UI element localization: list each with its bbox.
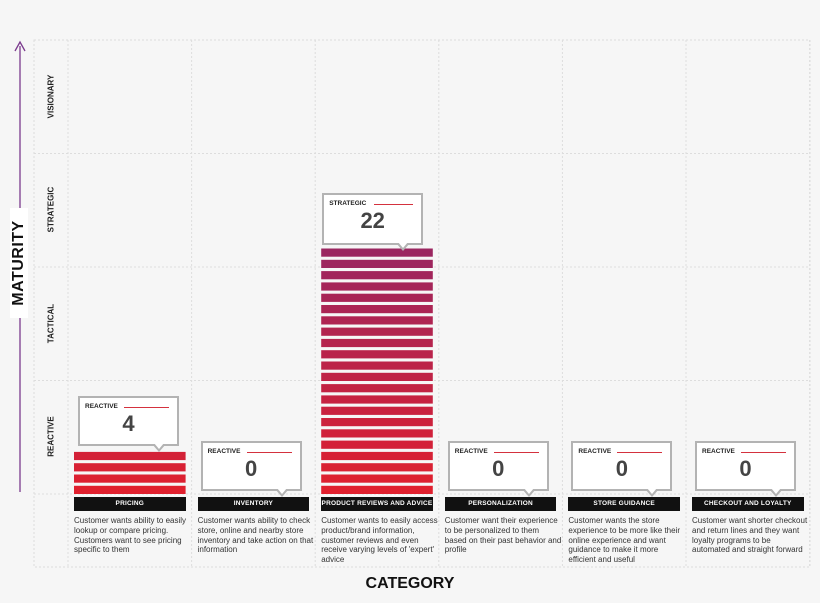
category-description: Customer wants to easily access product/… xyxy=(321,516,438,565)
callout-rule xyxy=(741,452,786,454)
bar-stripe xyxy=(74,451,186,461)
callout-rule xyxy=(374,203,414,205)
category-description: Customer want shorter checkout and retur… xyxy=(692,516,808,555)
bar-stripe xyxy=(321,418,433,427)
callout-rule xyxy=(246,452,292,454)
bar-stripe xyxy=(321,338,433,348)
bar-stripe xyxy=(321,429,433,438)
callout-value: 0 xyxy=(492,456,505,482)
bar-stripe xyxy=(74,474,186,483)
value-callout: REACTIVE 4 xyxy=(78,395,179,452)
category-description: Customer wants ability to check store, o… xyxy=(197,516,314,555)
value-callout: STRATEGIC 22 xyxy=(322,192,424,251)
callout-value: 22 xyxy=(360,207,385,233)
bar-stripe xyxy=(321,384,433,393)
callout-pointer-inner xyxy=(276,488,287,495)
y-level-label: TACTICAL xyxy=(46,303,56,343)
y-level-label: REACTIVE xyxy=(46,416,56,457)
y-level-label: STRATEGIC xyxy=(46,186,56,233)
bar-stripe xyxy=(74,463,186,472)
callout-level: REACTIVE xyxy=(702,448,735,456)
bar-stripe xyxy=(321,485,433,494)
callout-level: STRATEGIC xyxy=(329,199,367,207)
category-label: INVENTORY xyxy=(197,497,310,511)
y-axis-title: MATURITY xyxy=(10,208,28,318)
callout-level: REACTIVE xyxy=(454,448,488,456)
callout-rule xyxy=(617,452,663,454)
bar-stripe xyxy=(321,350,433,359)
callout-pointer-inner xyxy=(154,442,164,449)
y-level-label: VISIONARY xyxy=(46,74,56,119)
bar-stripe xyxy=(321,406,433,415)
callout-level: REACTIVE xyxy=(85,402,118,410)
bar-stripe xyxy=(321,282,433,291)
callout-pointer-inner xyxy=(523,488,534,495)
callout-value: 4 xyxy=(122,410,135,436)
bars xyxy=(74,248,433,494)
value-callout: REACTIVE 0 xyxy=(200,441,302,498)
callout-value: 0 xyxy=(244,456,258,482)
bar-stripe xyxy=(321,372,433,381)
callout-rule xyxy=(493,452,539,454)
category-description: Customer want their experience to be per… xyxy=(444,516,562,555)
value-callout: REACTIVE 0 xyxy=(571,441,673,498)
bar-stripe xyxy=(321,259,433,268)
bar-stripe xyxy=(321,316,433,325)
callout-value: 0 xyxy=(615,456,629,482)
bar-stripe xyxy=(74,485,186,494)
category-label: PRODUCT REVIEWS AND ADVICE xyxy=(321,497,433,511)
y-axis-arrowhead xyxy=(14,40,26,52)
callout-pointer-inner xyxy=(398,241,409,248)
bar-stripe xyxy=(321,248,433,257)
value-callout: REACTIVE 0 xyxy=(447,441,549,498)
category-label: CHECKOUT AND LOYALTY xyxy=(692,497,804,511)
category-label: PRICING xyxy=(74,497,186,511)
category-description: Customer wants the store experience to b… xyxy=(568,516,681,565)
bar-stripe xyxy=(321,293,433,302)
callout-pointer-inner xyxy=(647,488,658,495)
bar-stripe xyxy=(321,463,433,472)
bar-stripe xyxy=(321,395,433,404)
category-label: PERSONALIZATION xyxy=(444,497,557,511)
bar-stripe xyxy=(321,361,433,370)
value-callout: REACTIVE 0 xyxy=(695,441,796,498)
bar-stripe xyxy=(321,451,433,461)
callout-level: REACTIVE xyxy=(207,448,241,456)
callout-level: REACTIVE xyxy=(578,448,612,456)
bar-stripe xyxy=(321,305,433,314)
category-description: Customer wants ability to easily lookup … xyxy=(74,516,187,555)
bar-stripe xyxy=(321,327,433,336)
bar-stripe xyxy=(321,440,433,449)
bar-stripe xyxy=(321,474,433,483)
bar-stripe xyxy=(321,271,433,280)
callout-value: 0 xyxy=(739,456,752,482)
callout-pointer-inner xyxy=(771,488,781,495)
category-label: STORE GUIDANCE xyxy=(568,497,680,511)
callout-rule xyxy=(124,406,169,408)
x-axis-title: CATEGORY xyxy=(365,575,455,592)
